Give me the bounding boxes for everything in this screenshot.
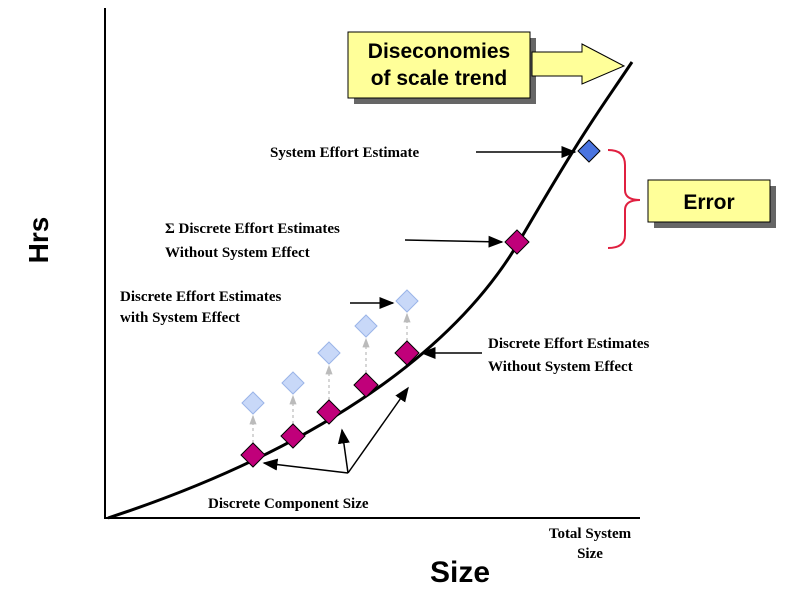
annotation: Discrete Effort Estimates: [488, 336, 649, 352]
annotation: Σ Discrete Effort Estimates: [165, 221, 340, 237]
axes: [104, 8, 640, 519]
x-end-label: Total System: [549, 526, 632, 542]
annotation: System Effort Estimate: [270, 145, 419, 161]
light-diamonds: [241, 289, 419, 415]
pointer-arrows: [262, 146, 577, 474]
trend-callout: Diseconomies of scale trend: [347, 31, 626, 104]
system-diamond: [577, 139, 601, 163]
x-axis-label: Size: [430, 556, 490, 589]
annotation: Without System Effect: [488, 359, 633, 375]
annotation: Discrete Component Size: [208, 496, 369, 512]
error-brace: [607, 149, 641, 249]
growth-arrows: [249, 312, 411, 443]
y-axis-label: Hrs: [23, 217, 54, 264]
annotation: Discrete Effort Estimates: [120, 289, 281, 305]
callout-text: Diseconomies: [368, 40, 510, 63]
error-callout: Error: [647, 179, 776, 228]
callout-text: of scale trend: [371, 67, 508, 90]
magenta-diamonds: [240, 229, 530, 468]
annotation: with System Effect: [120, 310, 240, 326]
annotation: Without System Effect: [165, 245, 310, 261]
x-end-label: Size: [577, 546, 603, 562]
callout-text: Error: [683, 191, 734, 214]
